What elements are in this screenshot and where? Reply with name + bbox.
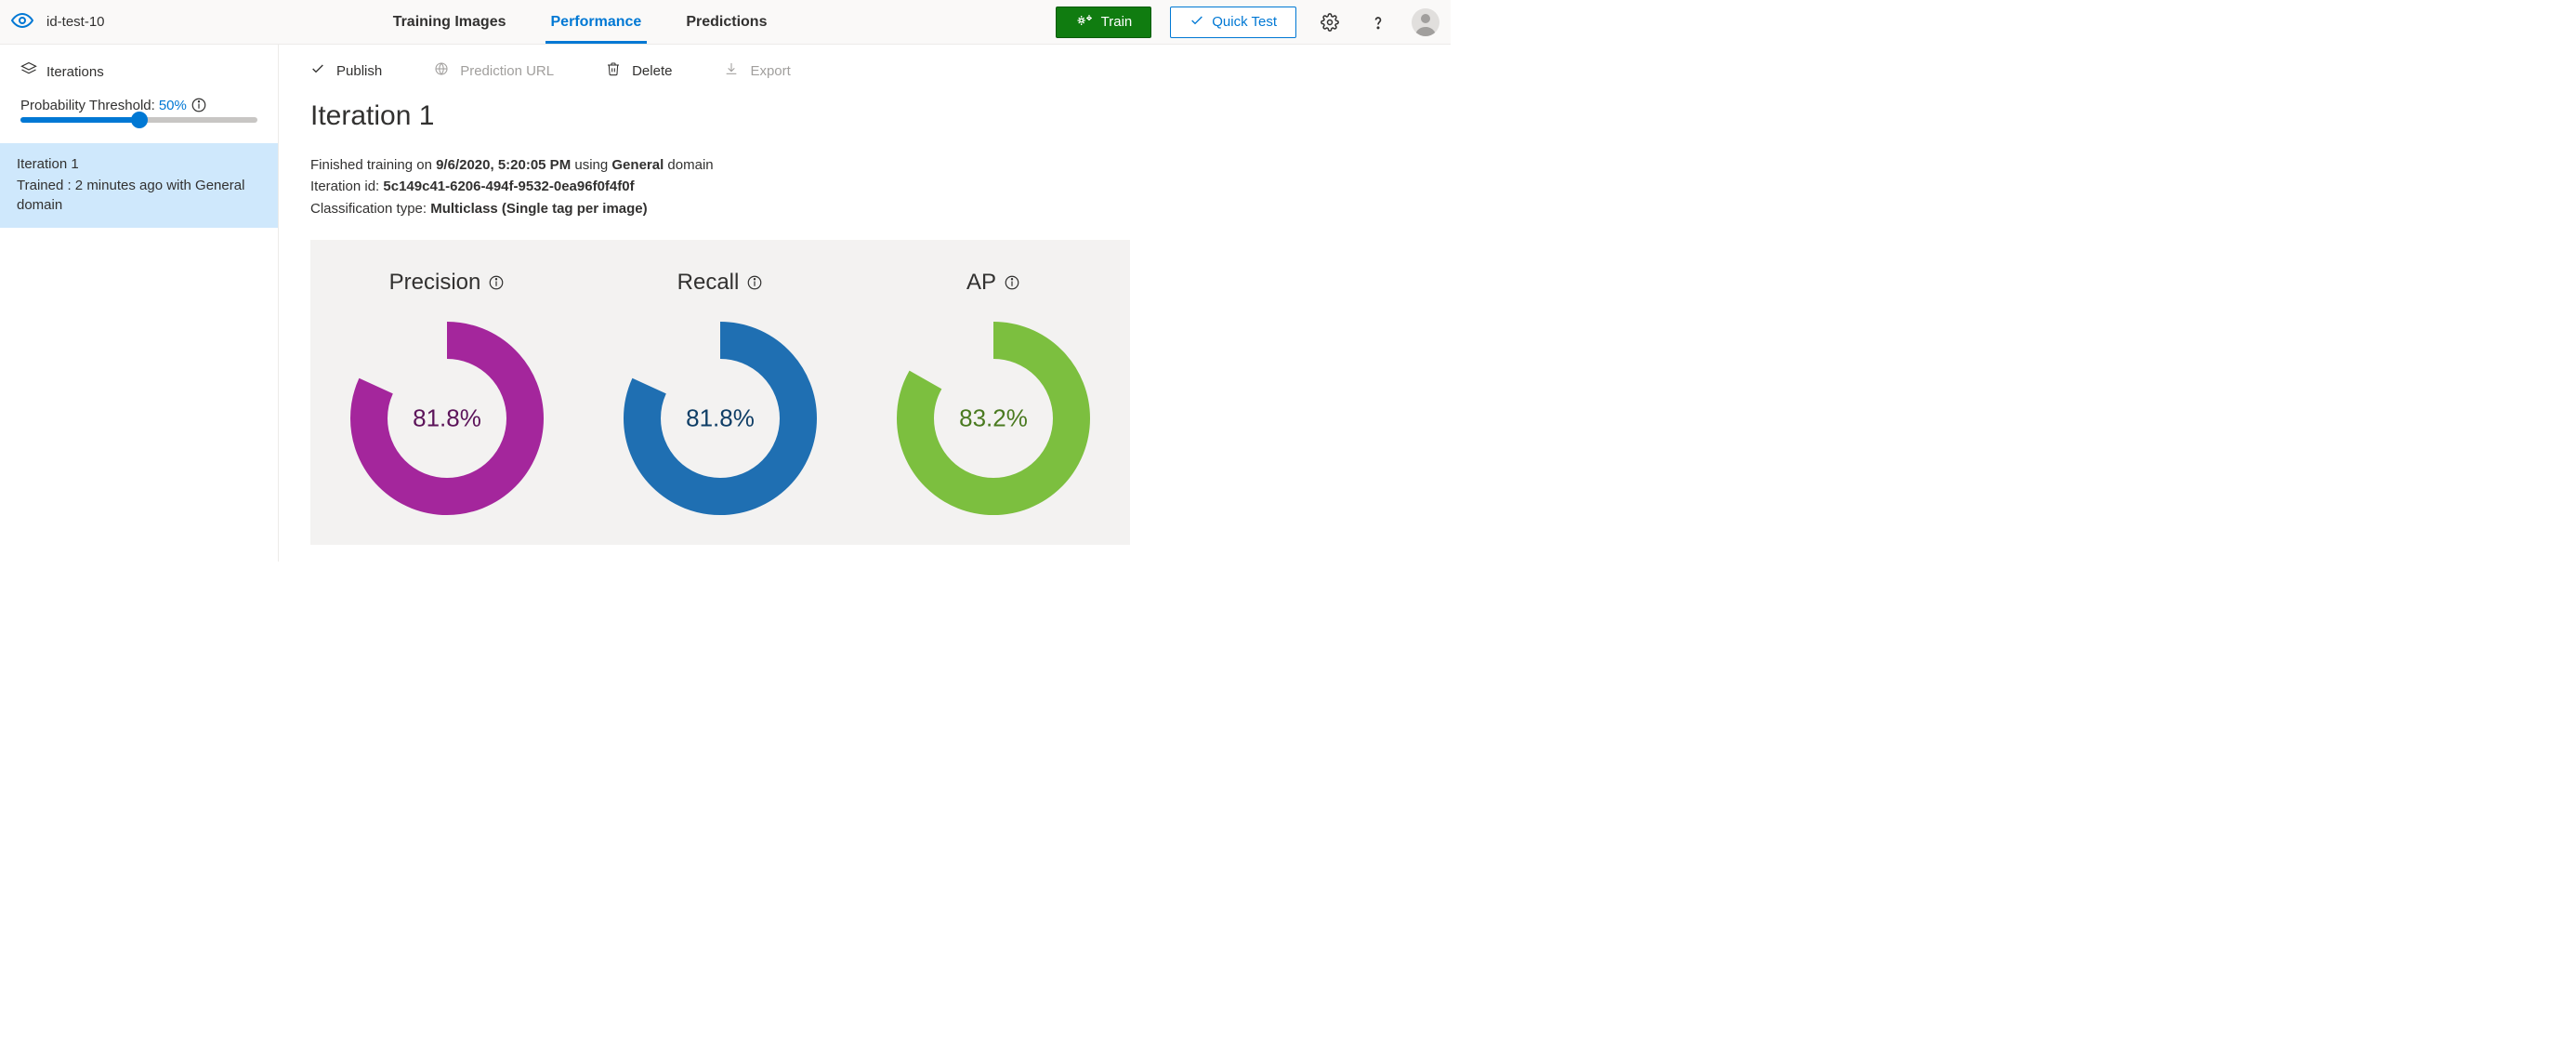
meta-iteration-id: 5c149c41-6206-494f-9532-0ea96f0f4f0f [383, 179, 634, 194]
nav-predictions[interactable]: Predictions [686, 0, 767, 44]
check-icon [1189, 13, 1204, 32]
iterations-label: Iterations [46, 64, 104, 80]
donut-recall: 81.8% [624, 322, 817, 515]
meta-date: 9/6/2020, 5:20:05 PM [436, 157, 571, 173]
meta-text: domain [664, 157, 713, 173]
check-icon [310, 61, 325, 80]
nav-performance[interactable]: Performance [551, 0, 642, 44]
prediction-url-button: Prediction URL [434, 61, 554, 80]
publish-label: Publish [336, 63, 382, 79]
trash-icon [606, 61, 621, 80]
metric-recall: Recall 81.8% [621, 270, 820, 515]
settings-button[interactable] [1315, 7, 1345, 37]
sidebar: Iterations Probability Threshold: 50% It… [0, 45, 279, 562]
quick-test-button[interactable]: Quick Test [1170, 7, 1296, 38]
metric-label-recall: Recall [677, 270, 764, 296]
meta-text: Finished training on [310, 157, 436, 173]
donut-ap: 83.2% [897, 322, 1090, 515]
meta-text: Iteration id: [310, 179, 383, 194]
slider-fill [20, 117, 139, 123]
metric-label-ap: AP [966, 270, 1020, 296]
nav-training-images[interactable]: Training Images [393, 0, 506, 44]
content: Publish Prediction URL Delete Export Ite… [279, 45, 1451, 562]
info-icon[interactable] [1004, 274, 1020, 291]
threshold-label: Probability Threshold: [20, 98, 155, 113]
quick-test-label: Quick Test [1212, 14, 1277, 30]
iteration-sub: Trained : 2 minutes ago with General dom… [17, 176, 261, 215]
layers-icon [20, 61, 37, 82]
meta-domain: General [611, 157, 664, 173]
topbar-left: id-test-10 [11, 9, 105, 34]
metric-value-precision: 81.8% [413, 403, 481, 432]
project-title: id-test-10 [46, 14, 105, 30]
metric-value-ap: 83.2% [959, 403, 1028, 432]
top-nav: Training Images Performance Predictions [105, 0, 1056, 44]
metric-value-recall: 81.8% [686, 403, 755, 432]
metrics-panel: Precision 81.8% Recall 81.8% AP [310, 240, 1130, 545]
iteration-name: Iteration 1 [17, 156, 261, 172]
info-icon[interactable] [488, 274, 505, 291]
delete-button[interactable]: Delete [606, 61, 672, 80]
slider-track [20, 117, 257, 123]
question-icon [1369, 13, 1387, 32]
page-title: Iteration 1 [310, 100, 1419, 132]
train-button-label: Train [1101, 14, 1133, 30]
iteration-meta: Finished training on 9/6/2020, 5:20:05 P… [310, 154, 1419, 219]
iteration-list-item[interactable]: Iteration 1 Trained : 2 minutes ago with… [0, 143, 278, 228]
gear-icon [1321, 13, 1339, 32]
user-avatar[interactable] [1412, 8, 1439, 36]
prediction-url-label: Prediction URL [460, 63, 554, 79]
info-icon[interactable] [746, 274, 763, 291]
metric-precision: Precision 81.8% [348, 270, 546, 515]
train-button[interactable]: Train [1056, 7, 1152, 38]
iteration-toolbar: Publish Prediction URL Delete Export [310, 61, 1419, 80]
meta-classification: Multiclass (Single tag per image) [430, 201, 647, 217]
publish-button[interactable]: Publish [310, 61, 382, 80]
metric-ap: AP 83.2% [894, 270, 1093, 515]
slider-thumb[interactable] [131, 112, 148, 128]
globe-icon [434, 61, 449, 80]
metric-label-text: Precision [389, 270, 481, 296]
meta-classification-line: Classification type: Multiclass (Single … [310, 198, 1419, 219]
threshold-value: 50% [159, 98, 187, 113]
meta-iteration-id-line: Iteration id: 5c149c41-6206-494f-9532-0e… [310, 176, 1419, 197]
top-bar: id-test-10 Training Images Performance P… [0, 0, 1451, 45]
person-icon [1412, 8, 1439, 36]
info-icon[interactable] [191, 97, 207, 113]
topbar-right: Train Quick Test [1056, 7, 1439, 38]
meta-text: using [571, 157, 611, 173]
metric-label-precision: Precision [389, 270, 506, 296]
donut-precision: 81.8% [350, 322, 544, 515]
gears-icon [1075, 13, 1094, 32]
delete-label: Delete [632, 63, 672, 79]
export-label: Export [750, 63, 790, 79]
download-icon [724, 61, 739, 80]
main-layout: Iterations Probability Threshold: 50% It… [0, 45, 1451, 562]
meta-text: Classification type: [310, 201, 430, 217]
metric-label-text: Recall [677, 270, 740, 296]
help-button[interactable] [1363, 7, 1393, 37]
export-button: Export [724, 61, 790, 80]
metric-label-text: AP [966, 270, 996, 296]
threshold-slider[interactable] [0, 117, 278, 143]
meta-finished-line: Finished training on 9/6/2020, 5:20:05 P… [310, 154, 1419, 176]
logo-eye-icon [11, 9, 33, 34]
iterations-header: Iterations [0, 61, 278, 91]
